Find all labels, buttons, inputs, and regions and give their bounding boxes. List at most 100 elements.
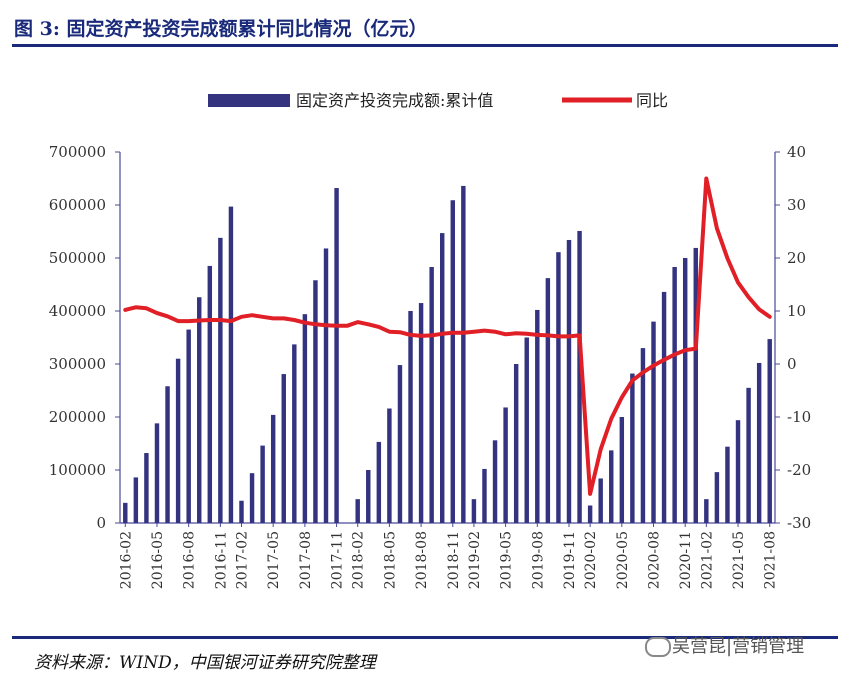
x-tick-label: 2017-11 bbox=[330, 531, 346, 589]
bar bbox=[313, 280, 318, 523]
bar bbox=[609, 450, 614, 523]
top-divider bbox=[12, 44, 838, 47]
bar bbox=[355, 499, 360, 523]
bar bbox=[693, 247, 698, 523]
x-tick-label: 2019-08 bbox=[530, 531, 546, 589]
bar bbox=[260, 445, 265, 523]
bar bbox=[270, 414, 276, 523]
x-tick-label: 2016-11 bbox=[213, 531, 229, 589]
y-right-tick-label: -30 bbox=[787, 514, 811, 532]
x-tick-label: 2018-02 bbox=[351, 531, 367, 589]
bottom-divider bbox=[12, 636, 838, 639]
bar bbox=[566, 239, 572, 524]
bar bbox=[471, 499, 477, 523]
wechat-icon bbox=[645, 637, 671, 657]
y-left-tick-label: 500000 bbox=[49, 249, 106, 267]
y-left-tick-label: 700000 bbox=[49, 143, 106, 161]
x-tick-label: 2021-05 bbox=[731, 531, 747, 589]
bar bbox=[302, 314, 308, 523]
y-left-tick-label: 300000 bbox=[49, 355, 106, 373]
bar bbox=[556, 252, 561, 524]
bar bbox=[661, 291, 667, 523]
bar bbox=[672, 267, 677, 523]
legend: 固定资产投资完成额:累计值 同比 bbox=[208, 91, 668, 110]
x-tick-label: 2017-08 bbox=[298, 531, 314, 589]
bar bbox=[630, 373, 635, 523]
bar bbox=[366, 470, 371, 523]
bar bbox=[767, 339, 772, 523]
bar bbox=[207, 265, 213, 523]
bar bbox=[249, 473, 255, 523]
chart: 固定资产投资完成额:累计值 同比 01000002000003000004000… bbox=[49, 91, 811, 589]
bar bbox=[387, 408, 392, 523]
bar bbox=[587, 505, 593, 523]
bar bbox=[218, 237, 223, 524]
bar bbox=[175, 358, 181, 523]
bar bbox=[397, 365, 403, 523]
y-right-tick-label: 0 bbox=[787, 355, 797, 373]
bar bbox=[545, 278, 551, 523]
bar bbox=[144, 453, 149, 523]
x-tick-label: 2016-08 bbox=[182, 531, 198, 589]
bar bbox=[429, 267, 434, 523]
bar bbox=[482, 468, 487, 523]
x-tick-label: 2021-08 bbox=[763, 531, 779, 589]
y-right-tick-label: 20 bbox=[787, 249, 806, 267]
bar-series bbox=[123, 185, 772, 524]
x-tick-label: 2018-08 bbox=[414, 531, 430, 589]
bar bbox=[704, 499, 709, 523]
x-tick-label: 2019-02 bbox=[467, 531, 483, 589]
bar bbox=[756, 362, 762, 523]
x-tick-label: 2019-05 bbox=[499, 531, 515, 589]
bar bbox=[123, 502, 128, 523]
y-left-tick-label: 0 bbox=[96, 514, 106, 532]
bar bbox=[418, 303, 424, 523]
title-bar: 图 3: 固定资产投资完成额累计同比情况（亿元） bbox=[12, 8, 838, 42]
legend-bar-label: 固定资产投资完成额:累计值 bbox=[296, 91, 493, 110]
x-tick-label: 2020-08 bbox=[647, 531, 663, 589]
yoy-line bbox=[123, 176, 772, 496]
x-tick-label: 2017-05 bbox=[266, 531, 282, 589]
y-right-tick-label: 40 bbox=[787, 143, 806, 161]
bar bbox=[598, 478, 603, 523]
x-tick-label: 2021-02 bbox=[699, 531, 715, 589]
bar bbox=[376, 441, 382, 523]
bar bbox=[323, 248, 329, 523]
bar bbox=[619, 417, 625, 523]
bar bbox=[133, 477, 139, 523]
x-tick-label: 2019-11 bbox=[562, 531, 578, 589]
legend-bar-swatch bbox=[208, 94, 290, 107]
x-tick-label: 2020-02 bbox=[583, 531, 599, 589]
bar bbox=[165, 386, 170, 523]
x-tick-label: 2016-05 bbox=[150, 531, 166, 589]
bar bbox=[577, 230, 582, 523]
y-right-tick-label: -20 bbox=[787, 461, 811, 479]
y-left-tick-label: 400000 bbox=[49, 302, 106, 320]
bar bbox=[524, 337, 529, 523]
bar bbox=[513, 364, 519, 523]
bar bbox=[492, 440, 498, 523]
y-left-tick-label: 200000 bbox=[49, 408, 106, 426]
x-axis-ticks: 2016-02 2016-05 2016-08 2016-11 2017-02 2017-… bbox=[118, 523, 779, 589]
x-tick-label: 2020-05 bbox=[615, 531, 631, 589]
x-tick-label: 2018-05 bbox=[382, 531, 398, 589]
axes: 0 100000 200000 300000 400000 500000 600000 700… bbox=[49, 143, 811, 532]
bar bbox=[334, 188, 339, 524]
y-right-tick-label: 10 bbox=[787, 302, 806, 320]
y-left-tick-label: 100000 bbox=[49, 461, 106, 479]
bar bbox=[735, 420, 741, 523]
bar bbox=[725, 446, 730, 523]
bar bbox=[450, 200, 456, 524]
x-tick-label: 2018-11 bbox=[446, 531, 462, 589]
bar bbox=[154, 423, 160, 523]
x-tick-label: 2020-11 bbox=[678, 531, 694, 589]
bar bbox=[228, 206, 234, 523]
y-right-tick-label: 30 bbox=[787, 196, 806, 214]
y-left-tick-label: 600000 bbox=[49, 196, 106, 214]
bar bbox=[503, 407, 508, 523]
bar bbox=[535, 309, 540, 523]
page-title: 图 3: 固定资产投资完成额累计同比情况（亿元） bbox=[14, 18, 428, 40]
x-tick-label: 2016-02 bbox=[118, 531, 134, 589]
x-tick-label: 2017-02 bbox=[234, 531, 250, 589]
watermark: 吴营昆|营销管理 bbox=[672, 636, 805, 657]
